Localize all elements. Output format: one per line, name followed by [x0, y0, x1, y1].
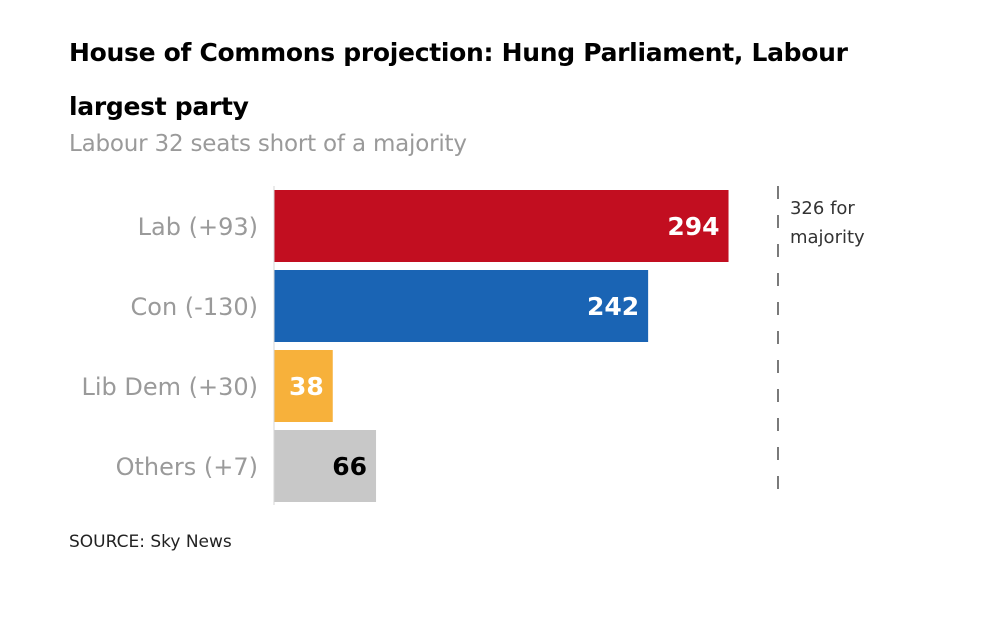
category-label: Others (+7) [116, 453, 258, 481]
category-label: Lib Dem (+30) [81, 373, 258, 401]
category-label: Con (-130) [131, 293, 258, 321]
source-note: SOURCE: Sky News [69, 532, 232, 552]
chart-title: House of Commons projection: Hung Parlia… [69, 38, 848, 121]
bar [274, 190, 729, 262]
bar [274, 270, 649, 342]
majority-label: 326 for [790, 198, 855, 219]
value-label: 66 [332, 452, 367, 481]
value-label: 294 [667, 212, 719, 241]
bar [274, 430, 377, 502]
value-label: 38 [289, 372, 324, 401]
category-label: Lab (+93) [138, 213, 258, 241]
value-label: 242 [587, 292, 639, 321]
bar [274, 350, 333, 422]
majority-label: majority [790, 227, 865, 248]
chart-subtitle: Labour 32 seats short of a majority [69, 131, 467, 157]
